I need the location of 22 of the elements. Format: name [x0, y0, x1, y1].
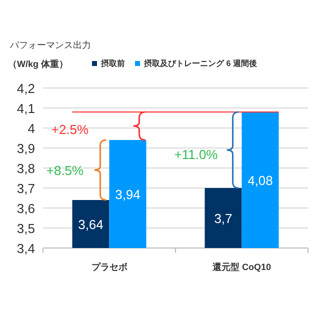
data-label: 3,64	[78, 217, 104, 232]
data-label: 4,08	[248, 173, 273, 188]
y-axis-title: （W/kg 体重）	[8, 59, 68, 69]
annotation: +2.5%	[51, 122, 90, 137]
y-tick-label: 4,2	[16, 81, 35, 96]
y-tick-label: 3,5	[16, 221, 35, 236]
y-tick-label: 3,8	[16, 161, 35, 176]
y-tick-label: 4	[28, 121, 35, 136]
x-tick-label: 還元型 CoQ10	[211, 262, 272, 272]
y-tick-label: 3,6	[16, 201, 35, 216]
x-tick-label: プラセボ	[91, 262, 128, 272]
data-label: 3,94	[115, 187, 140, 202]
annotation: +8.5%	[46, 163, 84, 178]
annotation: +11.0%	[174, 147, 218, 162]
legend-label: 摂取及びトレーニング 6 週間後	[143, 59, 258, 68]
legend-label: 摂取前	[100, 59, 125, 68]
chart-title: パフォーマンス出力	[9, 40, 91, 50]
y-tick-label: 3,4	[16, 241, 35, 256]
y-tick-label: 4,1	[16, 101, 35, 116]
y-tick-label: 3,7	[16, 181, 35, 196]
data-label: 3,7	[214, 211, 232, 226]
y-tick-label: 3,9	[16, 141, 35, 156]
